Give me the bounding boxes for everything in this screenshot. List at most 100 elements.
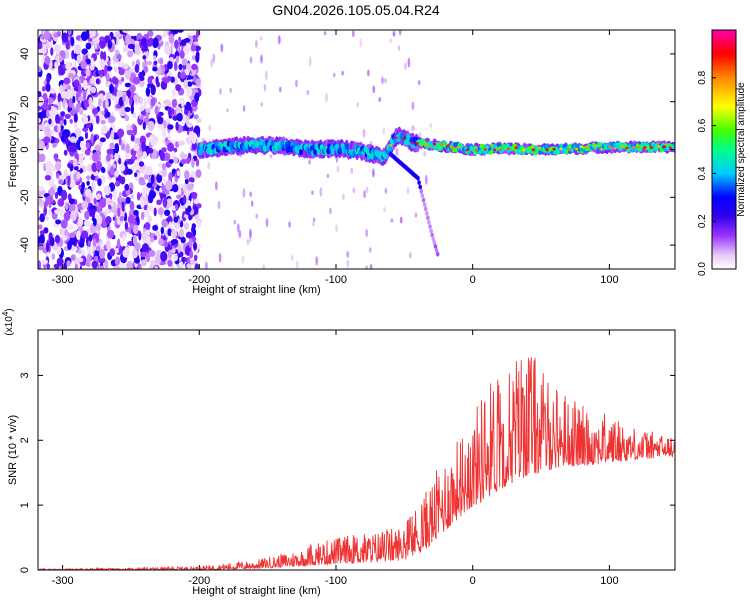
noise-speckle: [139, 96, 143, 106]
faint-speckle: [323, 31, 327, 36]
noise-speckle: [194, 92, 200, 103]
noise-speckle: [85, 142, 91, 149]
faint-speckle: [372, 85, 376, 94]
noise-speckle: [186, 183, 194, 191]
faint-speckle: [389, 38, 393, 44]
faint-speckle: [242, 105, 246, 112]
noise-speckle: [68, 198, 75, 205]
noise-speckle: [163, 120, 167, 129]
ridge-peak: [662, 145, 667, 148]
noise-speckle: [114, 152, 119, 162]
noise-speckle: [119, 164, 126, 172]
noise-speckle: [146, 205, 154, 212]
noise-speckle: [79, 140, 84, 149]
noise-speckle: [162, 131, 167, 138]
faint-speckle: [332, 72, 336, 78]
branch-speckle: [422, 202, 427, 208]
faint-speckle: [241, 254, 245, 264]
noise-speckle: [136, 191, 141, 201]
noise-speckle: [133, 144, 140, 152]
noise-speckle: [96, 205, 102, 214]
noise-speckle: [116, 238, 121, 249]
noise-speckle: [59, 227, 64, 236]
noise-speckle: [54, 153, 58, 162]
noise-speckle: [172, 184, 179, 193]
noise-speckle: [185, 116, 190, 126]
noise-speckle: [68, 224, 74, 231]
ridge-core: [482, 150, 487, 155]
ridge-peak: [559, 147, 563, 151]
noise-speckle: [84, 148, 92, 156]
noise-speckle: [178, 36, 182, 42]
noise-speckle: [193, 125, 201, 136]
noise-speckle: [105, 72, 110, 83]
faint-speckle: [249, 228, 252, 239]
snr-marks: [38, 357, 675, 570]
noise-speckle: [46, 195, 54, 204]
noise-speckle: [140, 110, 147, 116]
branch-speckle: [432, 240, 437, 246]
faint-speckle: [325, 92, 328, 103]
noise-speckle: [171, 108, 175, 115]
noise-speckle: [194, 263, 200, 269]
noise-speckle: [195, 158, 200, 167]
noise-speckle: [80, 249, 86, 256]
snr-xtick-label: 0: [470, 575, 476, 587]
noise-speckle: [120, 143, 126, 151]
branch-speckle: [421, 197, 426, 203]
noise-speckle: [78, 184, 82, 190]
noise-speckle: [52, 142, 56, 149]
colorbar-frame: [711, 29, 737, 270]
noise-speckle: [70, 142, 77, 153]
faint-speckle: [352, 187, 356, 194]
noise-speckle: [171, 98, 178, 108]
noise-speckle: [95, 160, 103, 171]
noise-speckle: [94, 144, 102, 152]
ridge-core: [545, 144, 550, 150]
noise-speckle: [38, 224, 43, 230]
noise-speckle: [55, 114, 60, 124]
faint-speckle: [250, 200, 254, 207]
noise-speckle: [84, 131, 89, 140]
noise-speckle: [134, 44, 140, 55]
noise-speckle: [38, 42, 43, 50]
noise-speckle: [172, 254, 178, 262]
noise-speckle: [170, 229, 178, 238]
faint-speckle: [367, 69, 370, 77]
noise-speckle: [109, 166, 115, 176]
noise-speckle: [90, 57, 94, 67]
noise-speckle: [195, 78, 201, 86]
noise-speckle: [52, 243, 59, 251]
noise-speckle: [84, 210, 90, 220]
noise-speckle: [42, 92, 48, 102]
noise-speckle: [111, 95, 116, 101]
noise-speckle: [78, 136, 84, 143]
noise-speckle: [124, 221, 129, 230]
faint-speckle: [255, 213, 259, 219]
noise-speckle: [193, 241, 197, 251]
noise-speckle: [88, 96, 93, 107]
faint-speckle: [372, 168, 375, 178]
noise-speckle: [170, 239, 179, 245]
noise-speckle: [174, 203, 179, 210]
spectrogram-ytick-label: 40: [19, 48, 31, 60]
noise-speckle: [57, 198, 65, 207]
noise-speckle: [176, 112, 183, 122]
noise-speckle: [97, 70, 105, 75]
faint-speckle: [365, 265, 368, 269]
faint-speckle: [265, 218, 269, 228]
faint-speckle: [262, 264, 266, 269]
ridge-core: [330, 148, 335, 155]
noise-speckle: [187, 136, 191, 145]
noise-speckle: [143, 43, 148, 52]
colorbar: 0.0 0.2 0.4 0.6 0.8 Normalized spectral ampli…: [697, 29, 747, 276]
noise-speckle: [124, 106, 131, 113]
noise-speckle: [142, 151, 148, 160]
noise-speckle: [168, 172, 173, 182]
faint-speckle: [356, 102, 360, 108]
faint-speckle: [233, 219, 237, 225]
noise-speckle: [43, 136, 51, 144]
noise-speckle: [118, 96, 124, 107]
noise-speckle: [177, 244, 181, 254]
noise-speckle: [125, 69, 131, 80]
